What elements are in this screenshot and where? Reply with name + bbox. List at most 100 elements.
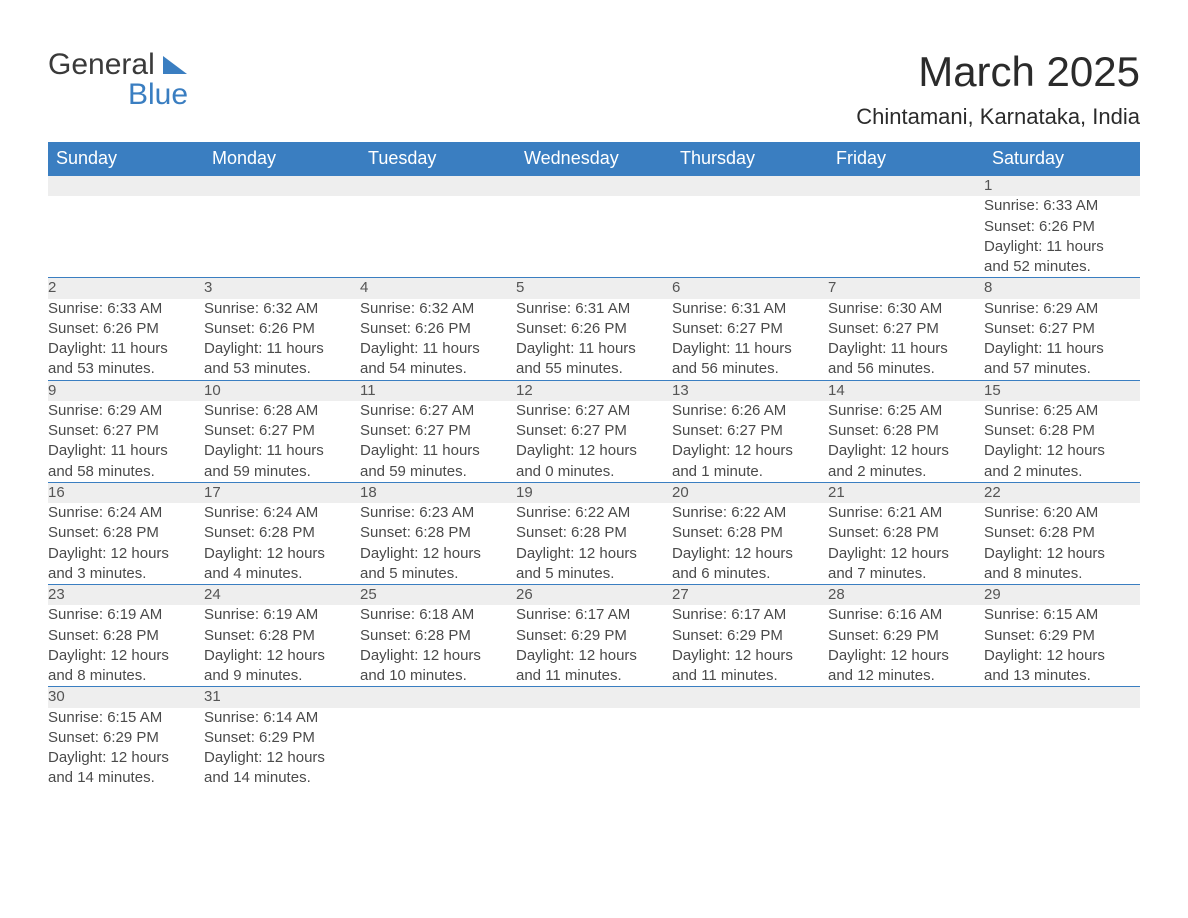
day-number-cell: 20	[672, 482, 828, 503]
daylight-line: and 59 minutes.	[360, 462, 516, 482]
daylight-line: Daylight: 12 hours	[828, 544, 984, 564]
daylight-line: and 3 minutes.	[48, 564, 204, 584]
day-detail-cell: Sunrise: 6:15 AMSunset: 6:29 PMDaylight:…	[984, 605, 1140, 687]
day-number-cell	[828, 687, 984, 708]
day-detail-cell	[984, 708, 1140, 789]
month-title: March 2025	[856, 48, 1140, 96]
weekday-header: Tuesday	[360, 142, 516, 176]
day-number-cell: 15	[984, 380, 1140, 401]
day-detail-cell: Sunrise: 6:14 AMSunset: 6:29 PMDaylight:…	[204, 708, 360, 789]
detail-row: Sunrise: 6:33 AMSunset: 6:26 PMDaylight:…	[48, 299, 1140, 381]
daylight-line: Daylight: 12 hours	[360, 544, 516, 564]
day-detail-cell: Sunrise: 6:18 AMSunset: 6:28 PMDaylight:…	[360, 605, 516, 687]
day-detail-cell: Sunrise: 6:22 AMSunset: 6:28 PMDaylight:…	[516, 503, 672, 585]
day-number-cell	[360, 176, 516, 197]
day-detail-cell: Sunrise: 6:30 AMSunset: 6:27 PMDaylight:…	[828, 299, 984, 381]
day-detail-cell	[204, 196, 360, 278]
sunset-line: Sunset: 6:26 PM	[984, 217, 1140, 237]
day-number-cell	[984, 687, 1140, 708]
day-number-cell: 11	[360, 380, 516, 401]
day-detail-cell	[516, 196, 672, 278]
daylight-line: Daylight: 12 hours	[48, 646, 204, 666]
sunrise-line: Sunrise: 6:23 AM	[360, 503, 516, 523]
detail-row: Sunrise: 6:15 AMSunset: 6:29 PMDaylight:…	[48, 708, 1140, 789]
daynum-row: 16171819202122	[48, 482, 1140, 503]
sunset-line: Sunset: 6:29 PM	[48, 728, 204, 748]
detail-row: Sunrise: 6:19 AMSunset: 6:28 PMDaylight:…	[48, 605, 1140, 687]
day-number-cell: 2	[48, 278, 204, 299]
sunset-line: Sunset: 6:27 PM	[360, 421, 516, 441]
daylight-line: and 6 minutes.	[672, 564, 828, 584]
sunset-line: Sunset: 6:29 PM	[672, 626, 828, 646]
daylight-line: and 8 minutes.	[48, 666, 204, 686]
daylight-line: Daylight: 12 hours	[672, 441, 828, 461]
day-number-cell: 16	[48, 482, 204, 503]
daylight-line: and 11 minutes.	[516, 666, 672, 686]
daylight-line: and 56 minutes.	[672, 359, 828, 379]
detail-row: Sunrise: 6:24 AMSunset: 6:28 PMDaylight:…	[48, 503, 1140, 585]
sunrise-line: Sunrise: 6:30 AM	[828, 299, 984, 319]
sunset-line: Sunset: 6:28 PM	[984, 523, 1140, 543]
sunset-line: Sunset: 6:28 PM	[360, 626, 516, 646]
sunset-line: Sunset: 6:27 PM	[828, 319, 984, 339]
daylight-line: and 2 minutes.	[828, 462, 984, 482]
day-detail-cell: Sunrise: 6:27 AMSunset: 6:27 PMDaylight:…	[516, 401, 672, 483]
daylight-line: and 56 minutes.	[828, 359, 984, 379]
day-detail-cell	[360, 196, 516, 278]
day-number-cell: 14	[828, 380, 984, 401]
sunset-line: Sunset: 6:26 PM	[204, 319, 360, 339]
weekday-header: Monday	[204, 142, 360, 176]
day-number-cell: 6	[672, 278, 828, 299]
sunrise-line: Sunrise: 6:27 AM	[360, 401, 516, 421]
daylight-line: and 53 minutes.	[204, 359, 360, 379]
day-number-cell: 9	[48, 380, 204, 401]
day-detail-cell: Sunrise: 6:33 AMSunset: 6:26 PMDaylight:…	[48, 299, 204, 381]
sunrise-line: Sunrise: 6:14 AM	[204, 708, 360, 728]
day-detail-cell	[48, 196, 204, 278]
day-detail-cell	[828, 708, 984, 789]
sunrise-line: Sunrise: 6:29 AM	[984, 299, 1140, 319]
daylight-line: Daylight: 12 hours	[516, 646, 672, 666]
daylight-line: Daylight: 11 hours	[204, 339, 360, 359]
daylight-line: and 9 minutes.	[204, 666, 360, 686]
calendar-table: Sunday Monday Tuesday Wednesday Thursday…	[48, 142, 1140, 789]
sunset-line: Sunset: 6:27 PM	[672, 421, 828, 441]
daylight-line: Daylight: 12 hours	[672, 646, 828, 666]
detail-row: Sunrise: 6:29 AMSunset: 6:27 PMDaylight:…	[48, 401, 1140, 483]
day-number-cell: 7	[828, 278, 984, 299]
day-detail-cell: Sunrise: 6:25 AMSunset: 6:28 PMDaylight:…	[828, 401, 984, 483]
daylight-line: Daylight: 12 hours	[828, 441, 984, 461]
day-number-cell: 26	[516, 585, 672, 606]
daylight-line: Daylight: 12 hours	[204, 646, 360, 666]
weekday-header: Thursday	[672, 142, 828, 176]
weekday-header: Sunday	[48, 142, 204, 176]
sunrise-line: Sunrise: 6:19 AM	[48, 605, 204, 625]
daylight-line: Daylight: 12 hours	[984, 646, 1140, 666]
day-number-cell: 22	[984, 482, 1140, 503]
daylight-line: Daylight: 12 hours	[672, 544, 828, 564]
sunrise-line: Sunrise: 6:19 AM	[204, 605, 360, 625]
day-number-cell: 27	[672, 585, 828, 606]
day-detail-cell: Sunrise: 6:15 AMSunset: 6:29 PMDaylight:…	[48, 708, 204, 789]
sunrise-line: Sunrise: 6:17 AM	[516, 605, 672, 625]
daynum-row: 2345678	[48, 278, 1140, 299]
detail-row: Sunrise: 6:33 AMSunset: 6:26 PMDaylight:…	[48, 196, 1140, 278]
day-detail-cell: Sunrise: 6:25 AMSunset: 6:28 PMDaylight:…	[984, 401, 1140, 483]
daylight-line: Daylight: 12 hours	[984, 544, 1140, 564]
day-detail-cell: Sunrise: 6:19 AMSunset: 6:28 PMDaylight:…	[48, 605, 204, 687]
day-number-cell	[516, 176, 672, 197]
day-number-cell: 19	[516, 482, 672, 503]
sunset-line: Sunset: 6:28 PM	[48, 523, 204, 543]
sunrise-line: Sunrise: 6:21 AM	[828, 503, 984, 523]
daynum-row: 3031	[48, 687, 1140, 708]
day-number-cell: 13	[672, 380, 828, 401]
daylight-line: Daylight: 12 hours	[516, 544, 672, 564]
sunset-line: Sunset: 6:28 PM	[204, 626, 360, 646]
sunrise-line: Sunrise: 6:24 AM	[48, 503, 204, 523]
daylight-line: Daylight: 11 hours	[984, 339, 1140, 359]
sunset-line: Sunset: 6:28 PM	[48, 626, 204, 646]
sunrise-line: Sunrise: 6:31 AM	[672, 299, 828, 319]
daylight-line: Daylight: 12 hours	[48, 544, 204, 564]
daylight-line: Daylight: 11 hours	[516, 339, 672, 359]
location-label: Chintamani, Karnataka, India	[856, 104, 1140, 130]
